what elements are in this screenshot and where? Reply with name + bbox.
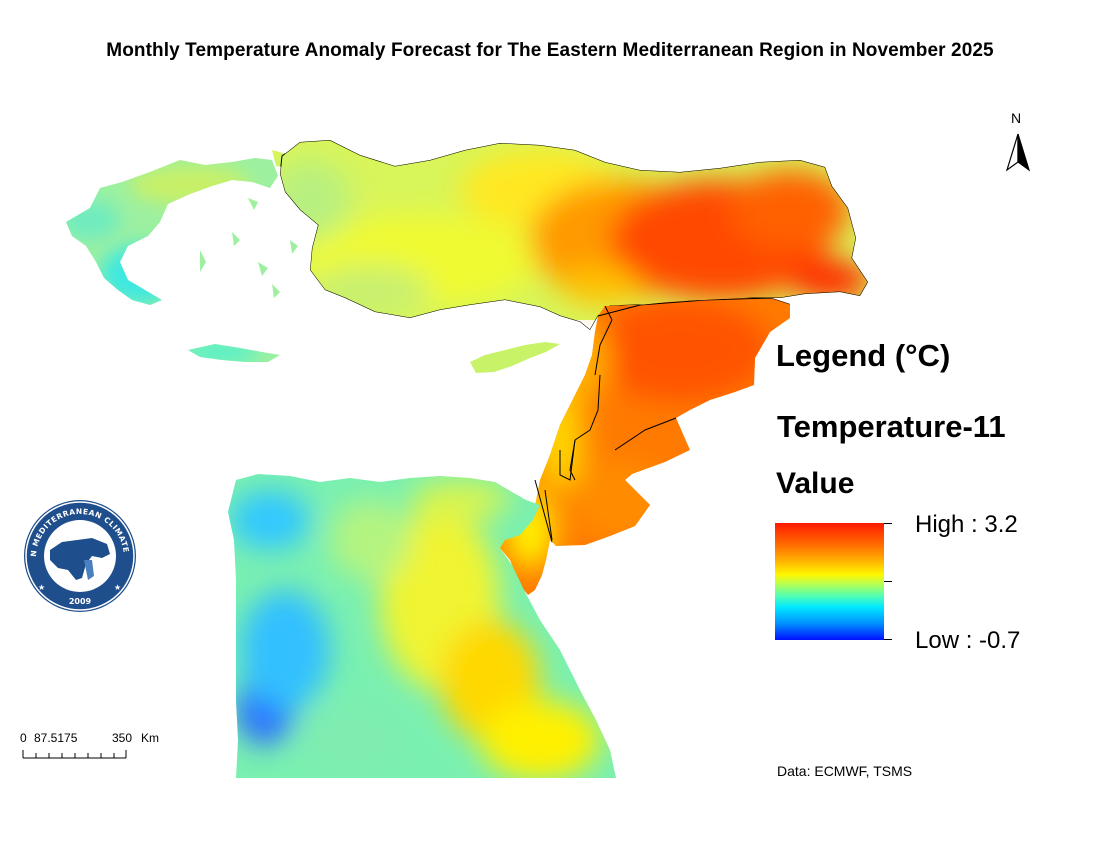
color-ramp xyxy=(775,523,884,640)
scale-unit: Km xyxy=(141,731,159,745)
map-title: Monthly Temperature Anomaly Forecast for… xyxy=(106,40,994,61)
low-tick xyxy=(884,639,892,640)
legend-high-label: High : 3.2 xyxy=(915,511,1018,538)
egypt-region xyxy=(228,474,616,778)
legend-field-name: Value xyxy=(776,467,855,500)
cyprus-region xyxy=(470,342,560,373)
climate-centre-logo: EASTERN MEDITERRANEAN CLIMATE CENTRE 200… xyxy=(22,498,136,612)
data-source: Data: ECMWF, TSMS xyxy=(777,763,913,779)
logo-year: 2009 xyxy=(69,597,92,606)
north-arrow-icon xyxy=(1005,133,1031,172)
high-tick xyxy=(884,523,892,524)
border-line xyxy=(534,479,553,543)
turkey-region xyxy=(272,140,868,330)
svg-text:★: ★ xyxy=(38,583,45,592)
mid-tick xyxy=(884,581,892,582)
scale-mid: 87.5175 xyxy=(34,731,78,745)
legend-title: Legend (°C) xyxy=(776,338,951,373)
scale-zero: 0 xyxy=(20,731,27,745)
north-label: N xyxy=(1011,110,1022,126)
levant-region xyxy=(500,298,790,595)
greece-region xyxy=(66,158,298,362)
scale-bar xyxy=(22,750,127,759)
legend-low-label: Low : -0.7 xyxy=(915,627,1021,654)
svg-text:★: ★ xyxy=(114,583,121,592)
scale-end: 350 xyxy=(112,731,133,745)
legend-layer-name: Temperature-11 xyxy=(777,409,1006,444)
